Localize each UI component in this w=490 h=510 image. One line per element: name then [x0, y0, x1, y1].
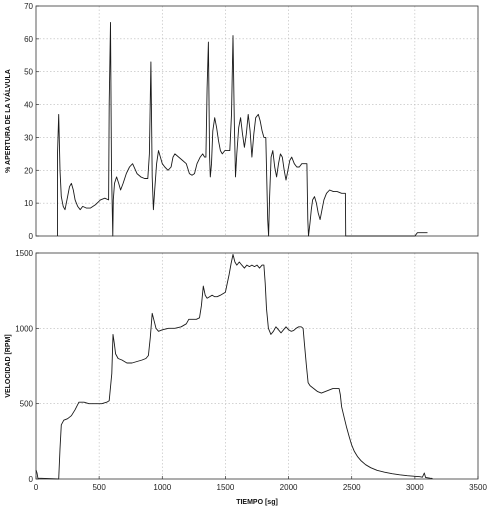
y-tick-label: 70: [24, 2, 33, 11]
y-tick-label: 0: [29, 232, 34, 241]
x-tick-label: 0: [34, 483, 39, 492]
y-tick-label: 1500: [15, 249, 33, 258]
x-tick-label: 500: [92, 483, 106, 492]
x-tick-label: 1000: [153, 483, 171, 492]
x-tick-label: 2500: [343, 483, 361, 492]
y-axis-label: VELOCIDAD [RPM]: [5, 334, 12, 397]
y-tick-label: 50: [24, 68, 33, 77]
y-tick-label: 60: [24, 35, 33, 44]
x-axis-label: TIEMPO [sg]: [236, 499, 278, 506]
series-line: [57, 21, 428, 237]
y-tick-label: 30: [24, 133, 33, 142]
plot-frame: [35, 252, 479, 480]
y-tick-label: 10: [24, 199, 33, 208]
x-tick-label: 3500: [469, 483, 487, 492]
valve-opening-chart: 0 10 20 30 40 50 60 70 % APERTURA DE LA VÁLVULA: [3, 2, 479, 241]
series-line: [35, 254, 433, 480]
x-tick-label: 1500: [217, 483, 235, 492]
y-tick-label: 500: [20, 400, 34, 409]
x-tick-label: 3000: [406, 483, 424, 492]
y-tick-label: 20: [24, 166, 33, 175]
y-axis-label: % APERTURA DE LA VÁLVULA: [3, 69, 12, 173]
y-tick-label: 1000: [15, 324, 33, 333]
x-tick-label: 2000: [280, 483, 298, 492]
y-tick-label: 0: [29, 475, 34, 484]
y-tick-label: 40: [24, 101, 33, 110]
plot-frame: [35, 5, 479, 237]
speed-chart: 0 500 1000 1500 0 500 1000 1500 2000 2500 3000 3500…: [5, 249, 487, 506]
